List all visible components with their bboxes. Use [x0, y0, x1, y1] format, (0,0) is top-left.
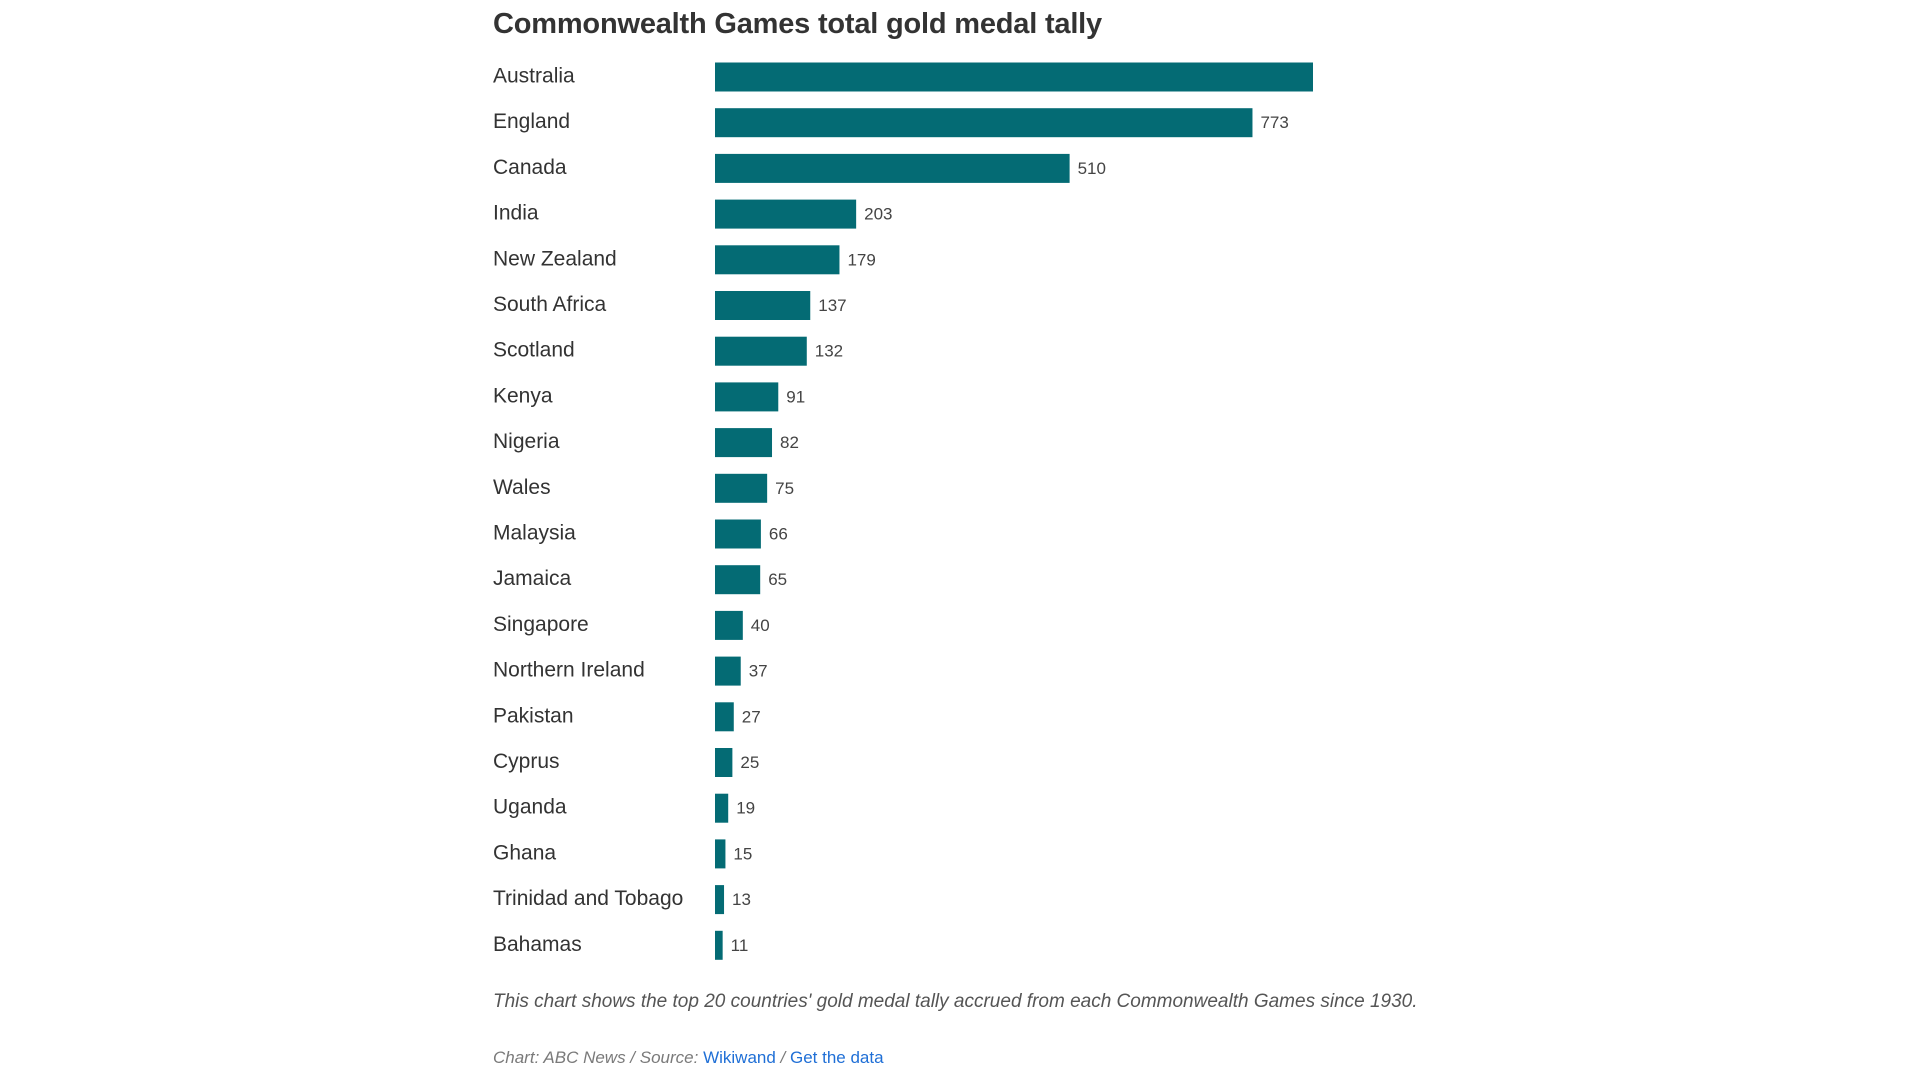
- category-label: Pakistan: [493, 704, 574, 727]
- bar: [715, 610, 743, 640]
- category-label: Uganda: [493, 796, 567, 819]
- value-label: 75: [775, 479, 794, 498]
- category-label: Wales: [493, 476, 551, 499]
- bar: [715, 656, 741, 686]
- bar: [715, 565, 761, 595]
- value-label: 25: [740, 753, 759, 772]
- bar: [715, 519, 761, 549]
- category-labels: Australia England Canada India New Zealand So…: [493, 65, 683, 956]
- chart-title: Commonwealth Games total gold medal tall…: [493, 8, 1102, 40]
- category-label: Trinidad and Tobago: [493, 887, 683, 910]
- chart-credit: Chart: ABC News / Source: Wikiwand / Get…: [493, 1048, 884, 1068]
- bar: [715, 62, 1313, 92]
- category-label: Nigeria: [493, 430, 560, 453]
- credit-prefix: Chart: ABC News / Source:: [493, 1048, 704, 1067]
- bar: [715, 793, 729, 823]
- source-link[interactable]: Wikiwand: [703, 1048, 776, 1067]
- category-label: Northern Ireland: [493, 659, 645, 682]
- bar: [715, 473, 768, 503]
- value-label: 510: [1078, 159, 1106, 178]
- chart-container: Commonwealth Games total gold medal tall…: [493, 0, 1473, 1080]
- category-label: India: [493, 202, 539, 225]
- value-label: 65: [768, 570, 787, 589]
- get-data-link[interactable]: Get the data: [789, 1048, 884, 1067]
- value-label: 11: [731, 936, 749, 955]
- value-label: 82: [780, 433, 799, 452]
- bar: [715, 839, 726, 869]
- bar: [715, 885, 725, 915]
- bar: [715, 748, 733, 777]
- value-labels: 1,00177351020317913713291827566654037272…: [731, 113, 1289, 955]
- bars: [715, 62, 1313, 960]
- value-label: 19: [736, 799, 755, 818]
- value-label: 27: [742, 707, 761, 726]
- category-label: Australia: [493, 65, 575, 88]
- value-label: 773: [1260, 113, 1288, 132]
- category-label: South Africa: [493, 293, 607, 316]
- category-label: Singapore: [493, 613, 589, 636]
- value-label: 13: [732, 890, 751, 909]
- bar: [715, 930, 723, 960]
- bar: [715, 108, 1253, 138]
- bar: [715, 153, 1070, 183]
- value-label: 91: [786, 387, 805, 406]
- category-label: Canada: [493, 156, 567, 179]
- category-label: Scotland: [493, 339, 575, 362]
- category-label: Ghana: [493, 841, 556, 864]
- credit-separator: /: [775, 1048, 790, 1067]
- category-label: England: [493, 110, 570, 133]
- bar: [715, 245, 840, 275]
- bar: [715, 702, 734, 732]
- category-label: Malaysia: [493, 522, 576, 545]
- value-label: 37: [749, 662, 768, 681]
- bar: [715, 428, 773, 458]
- value-label: 137: [818, 296, 846, 315]
- bar-chart: Australia England Canada India New Zealand So…: [493, 62, 1313, 960]
- value-label: 15: [733, 844, 752, 863]
- value-label: 132: [815, 342, 843, 361]
- category-label: Cyprus: [493, 750, 560, 773]
- bar: [715, 336, 807, 366]
- value-label: 203: [864, 205, 892, 224]
- category-label: Kenya: [493, 384, 553, 407]
- value-label: 40: [751, 616, 770, 635]
- bar: [715, 291, 811, 320]
- category-label: Bahamas: [493, 933, 582, 956]
- category-label: Jamaica: [493, 567, 572, 590]
- bar: [715, 382, 779, 412]
- bar: [715, 199, 857, 229]
- value-label: 66: [769, 524, 788, 543]
- value-label: 179: [847, 250, 875, 269]
- chart-caption: This chart shows the top 20 countries' g…: [493, 991, 1418, 1012]
- category-label: New Zealand: [493, 247, 617, 270]
